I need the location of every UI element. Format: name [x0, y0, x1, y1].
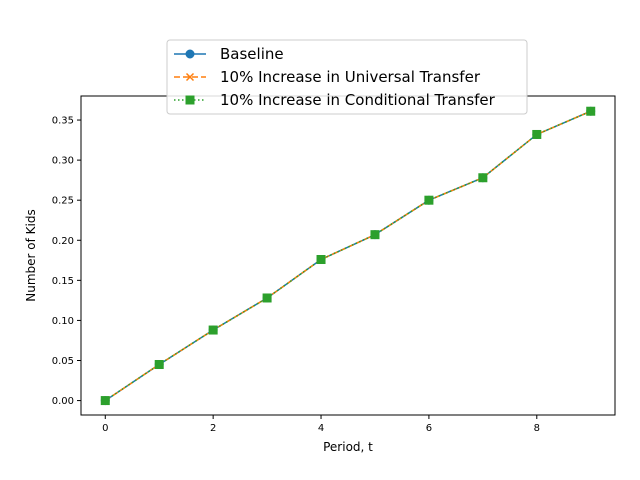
y-tick-label: 0.25 — [52, 196, 74, 207]
y-tick-label: 0.05 — [52, 356, 74, 367]
data-point — [586, 106, 596, 116]
legend-label: Baseline — [220, 45, 284, 63]
data-point — [185, 49, 195, 59]
x-tick-label: 4 — [318, 423, 324, 434]
x-tick-label: 8 — [534, 423, 540, 434]
y-tick-label: 0.10 — [52, 316, 74, 327]
legend-item: 10% Increase in Universal Transfer — [174, 68, 481, 86]
series-line — [104, 110, 592, 402]
data-point — [532, 129, 542, 139]
x-tick-label: 6 — [426, 423, 432, 434]
series-1 — [100, 106, 596, 406]
legend-label: 10% Increase in Conditional Transfer — [220, 91, 496, 109]
y-axis-label: Number of Kids — [24, 209, 38, 301]
data-point — [262, 293, 272, 303]
legend-box — [166, 39, 528, 115]
y-tick-label: 0.00 — [52, 396, 74, 407]
series-layer — [100, 106, 596, 406]
series-line — [104, 110, 592, 402]
x-tick-label: 2 — [210, 423, 216, 434]
data-point — [208, 325, 218, 335]
x-axis-ticks: 0 2 4 6 8 — [102, 415, 540, 434]
data-point — [100, 396, 110, 406]
data-point — [478, 173, 488, 183]
x-tick-label: 0 — [102, 423, 108, 434]
data-point — [424, 195, 434, 205]
data-point — [185, 72, 195, 82]
x-axis-label: Period, t — [323, 440, 373, 454]
data-point — [316, 255, 326, 265]
data-point — [154, 360, 164, 370]
legend-item: 10% Increase in Conditional Transfer — [174, 91, 496, 109]
series-line — [104, 110, 592, 402]
data-point — [370, 230, 380, 240]
data-point — [185, 95, 195, 105]
y-axis-ticks: 0.00 0.05 0.10 0.15 0.20 0.25 0.30 0.35 — [52, 116, 81, 407]
legend-item: Baseline — [174, 45, 284, 63]
y-tick-label: 0.15 — [52, 276, 74, 287]
y-tick-label: 0.30 — [52, 156, 74, 167]
y-tick-label: 0.20 — [52, 236, 74, 247]
series-3 — [100, 106, 596, 406]
y-tick-label: 0.35 — [52, 116, 74, 127]
legend: Baseline 10% Increase in Universal Transf… — [166, 39, 528, 115]
legend-label: 10% Increase in Universal Transfer — [220, 68, 481, 86]
series-2 — [101, 107, 595, 405]
